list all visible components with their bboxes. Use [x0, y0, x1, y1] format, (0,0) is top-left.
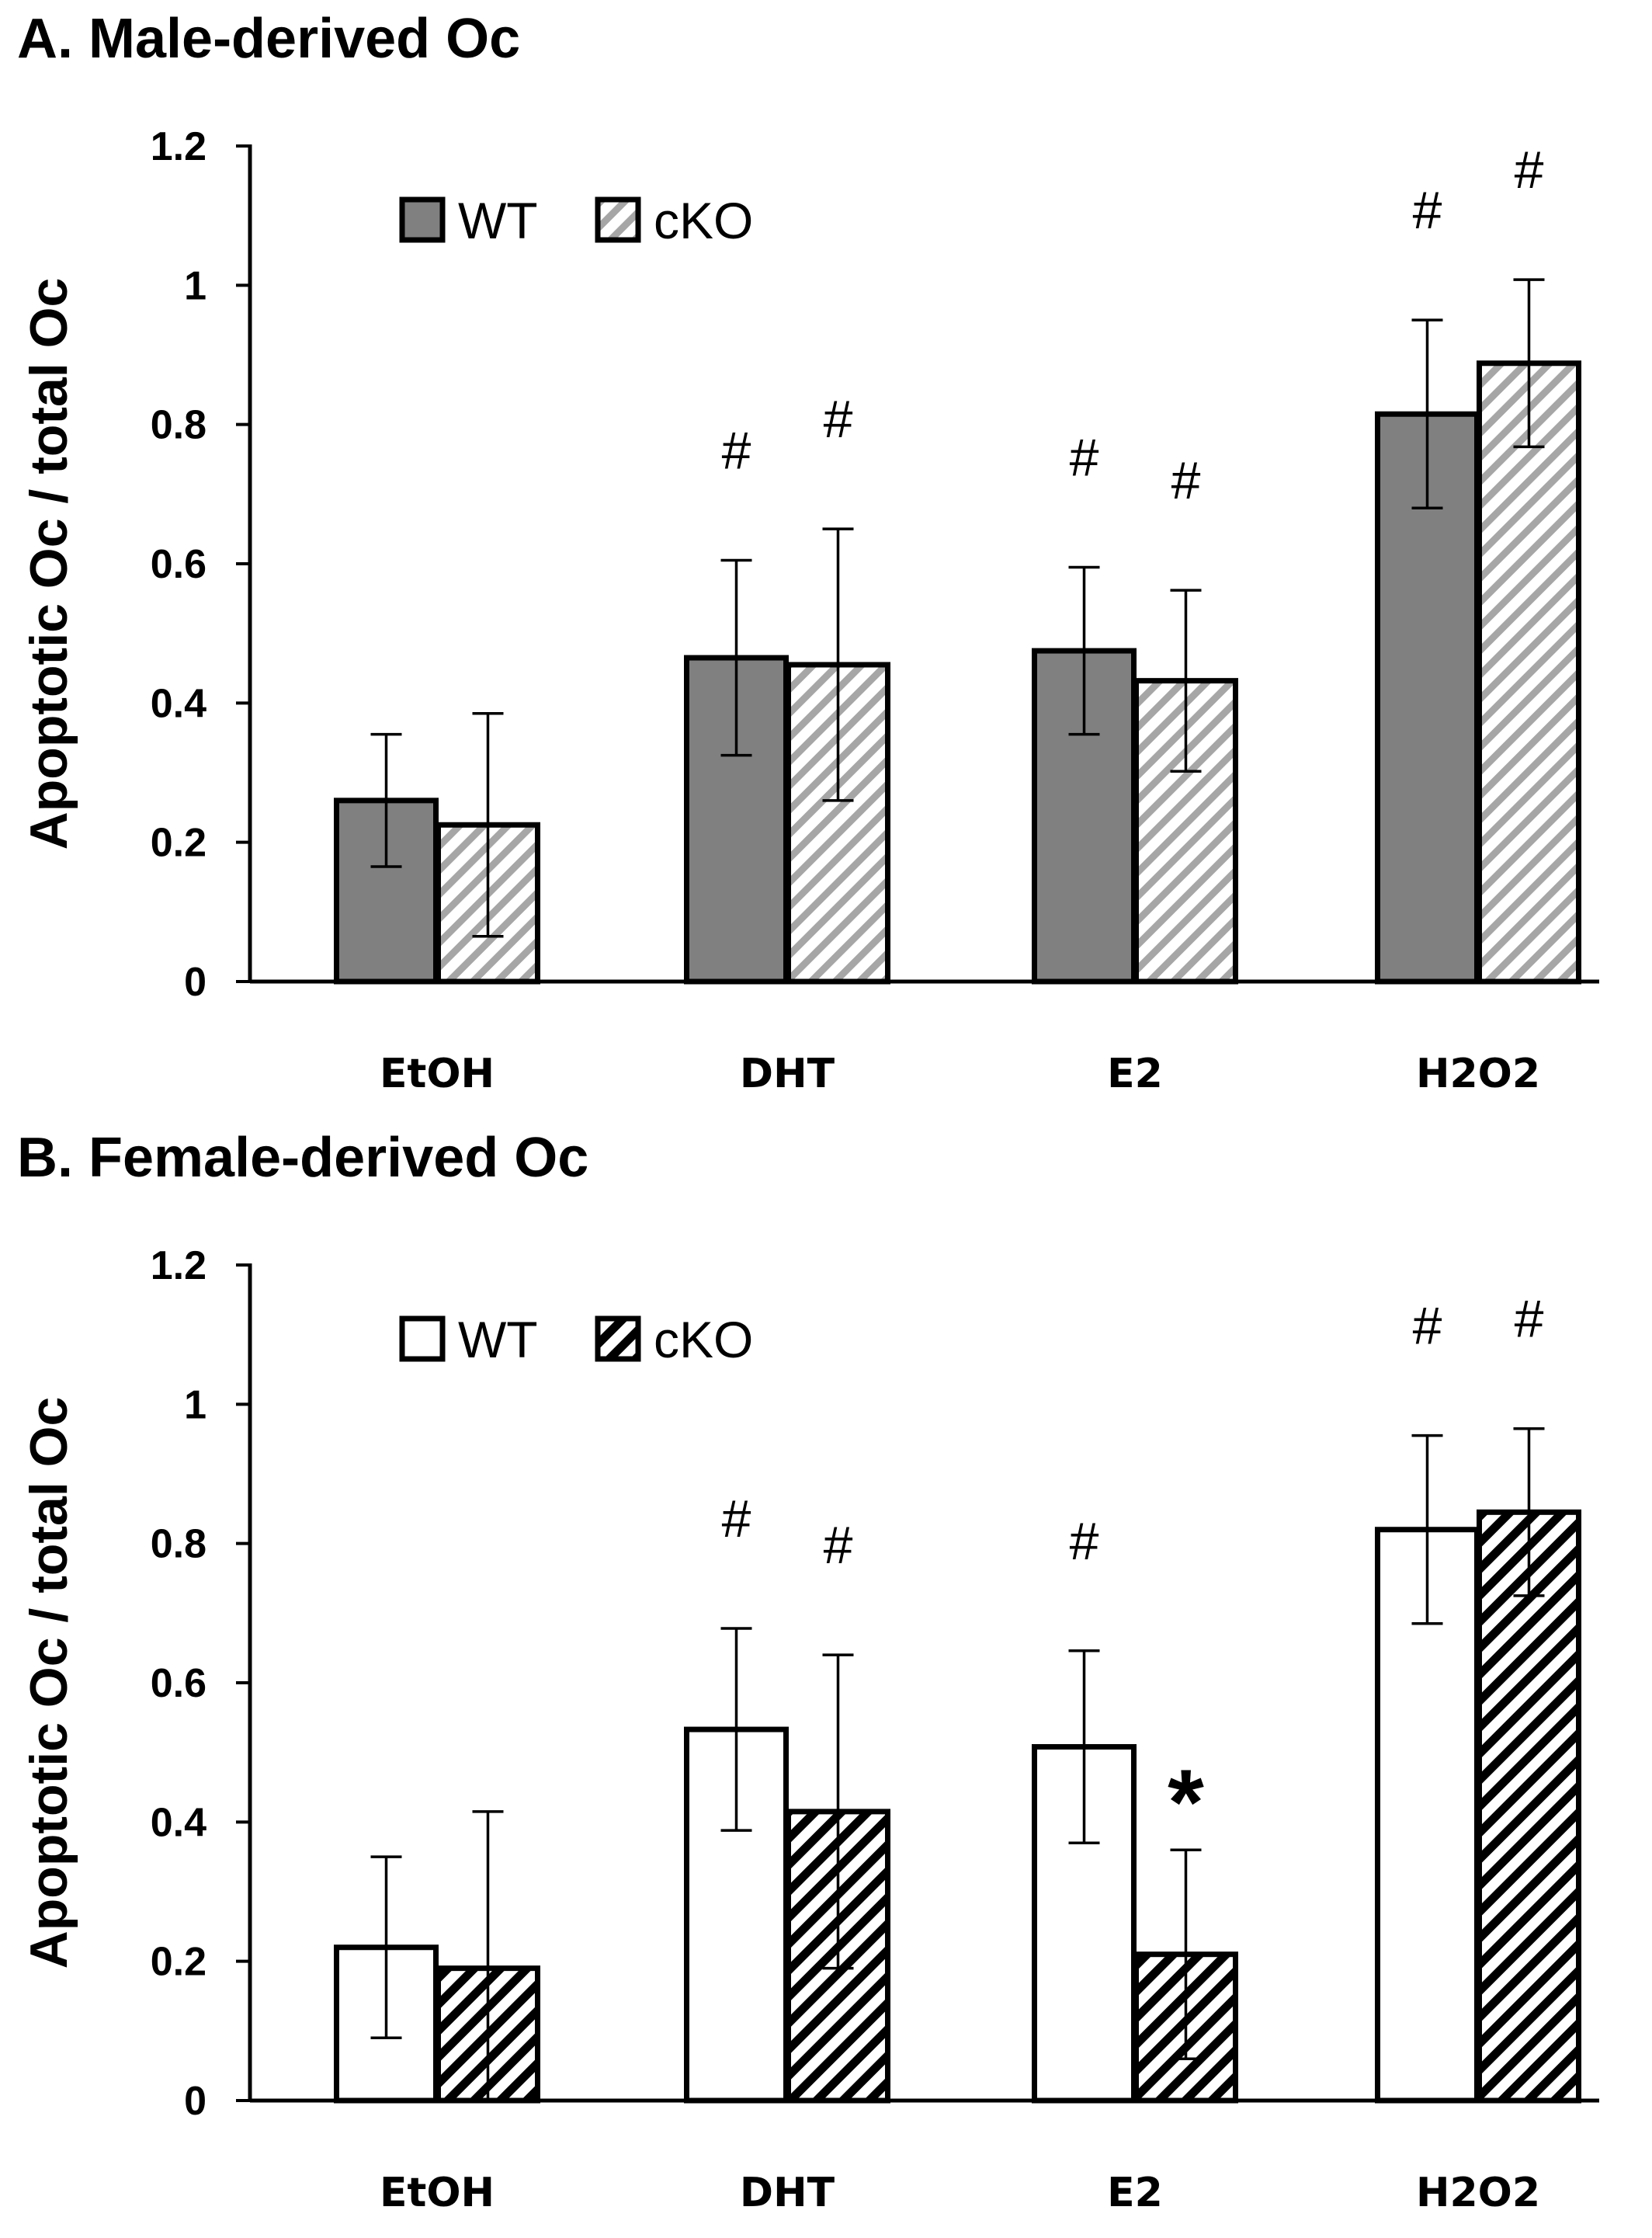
- y-tick-label: 0.8: [151, 403, 206, 448]
- significance-hash: #: [824, 390, 853, 449]
- x-tick-label-e2: E2: [1107, 2170, 1163, 2216]
- x-tick-label-etoh: EtOH: [380, 2170, 495, 2216]
- significance-hash: #: [1070, 428, 1099, 487]
- x-tick-label-h2o2: H2O2: [1416, 1051, 1540, 1097]
- significance-hash: #: [1515, 141, 1544, 200]
- significance-hash: #: [824, 1516, 853, 1575]
- legend-swatch-cko: [595, 1315, 641, 1362]
- y-tick-label: 0.2: [151, 1940, 206, 1985]
- y-axis-title: Apoptotic Oc / total Oc: [19, 278, 78, 850]
- legend-swatch-wt: [399, 1315, 446, 1362]
- significance-hash: #: [1413, 181, 1442, 240]
- y-tick-label: 1.2: [151, 1243, 206, 1288]
- legend-label-wt: WT: [458, 192, 538, 249]
- y-axis-title: Apoptotic Oc / total Oc: [19, 1397, 78, 1969]
- x-tick-label-h2o2: H2O2: [1416, 2170, 1540, 2216]
- chart-panel-b: Apoptotic Oc / total Oc 0 0.2 0.4 0.6 0.8 1 1.2…: [0, 1119, 1652, 2238]
- y-tick-label: 0.6: [151, 1661, 206, 1706]
- significance-hash: #: [1413, 1297, 1442, 1356]
- x-tick-label-etoh: EtOH: [380, 1051, 495, 1097]
- y-tick-label: 0: [184, 960, 206, 1005]
- y-tick-label: 0: [184, 2079, 206, 2124]
- y-tick-label: 0.2: [151, 821, 206, 866]
- bar-chart-female: Apoptotic Oc / total Oc 0 0.2 0.4 0.6 0.8 1 1.2…: [19, 1243, 1599, 2216]
- x-tick-label-dht: DHT: [740, 2170, 835, 2216]
- significance-hash: #: [722, 422, 751, 481]
- chart-panel-a: Apoptotic Oc / total Oc 0 0.2 0.4 0.6 0.8 1 1.2…: [17, 8, 1599, 1097]
- y-tick-label: 0.8: [151, 1522, 206, 1567]
- significance-hash: #: [1070, 1512, 1099, 1571]
- x-tick-label-dht: DHT: [740, 1051, 835, 1097]
- legend-label-cko: cKO: [654, 192, 753, 249]
- y-tick-label: 0.4: [151, 1800, 206, 1845]
- significance-hash: #: [1171, 451, 1201, 510]
- significance-star: *: [1168, 1750, 1204, 1854]
- y-tick-label: 1.2: [151, 124, 206, 169]
- legend-swatch-cko: [595, 196, 641, 243]
- legend-label-wt: WT: [458, 1311, 538, 1368]
- y-tick-label: 1: [184, 263, 206, 308]
- x-tick-label-e2: E2: [1107, 1051, 1163, 1097]
- y-tick-label: 0.4: [151, 681, 206, 726]
- panel-b-title: B. Female-derived Oc: [17, 1127, 589, 1189]
- bar-chart-male: Apoptotic Oc / total Oc 0 0.2 0.4 0.6 0.8 1 1.2…: [19, 124, 1599, 1097]
- bar-cko-h2o2: [1477, 360, 1581, 985]
- legend-swatch-wt: [399, 196, 446, 243]
- panel-a-title: A. Male-derived Oc: [17, 8, 521, 70]
- y-tick-label: 1: [184, 1382, 206, 1427]
- y-tick-label: 0.6: [151, 542, 206, 587]
- bar-cko-h2o2: [1477, 1509, 1581, 2104]
- significance-hash: #: [722, 1489, 751, 1548]
- legend-label-cko: cKO: [654, 1311, 753, 1368]
- significance-hash: #: [1515, 1290, 1544, 1349]
